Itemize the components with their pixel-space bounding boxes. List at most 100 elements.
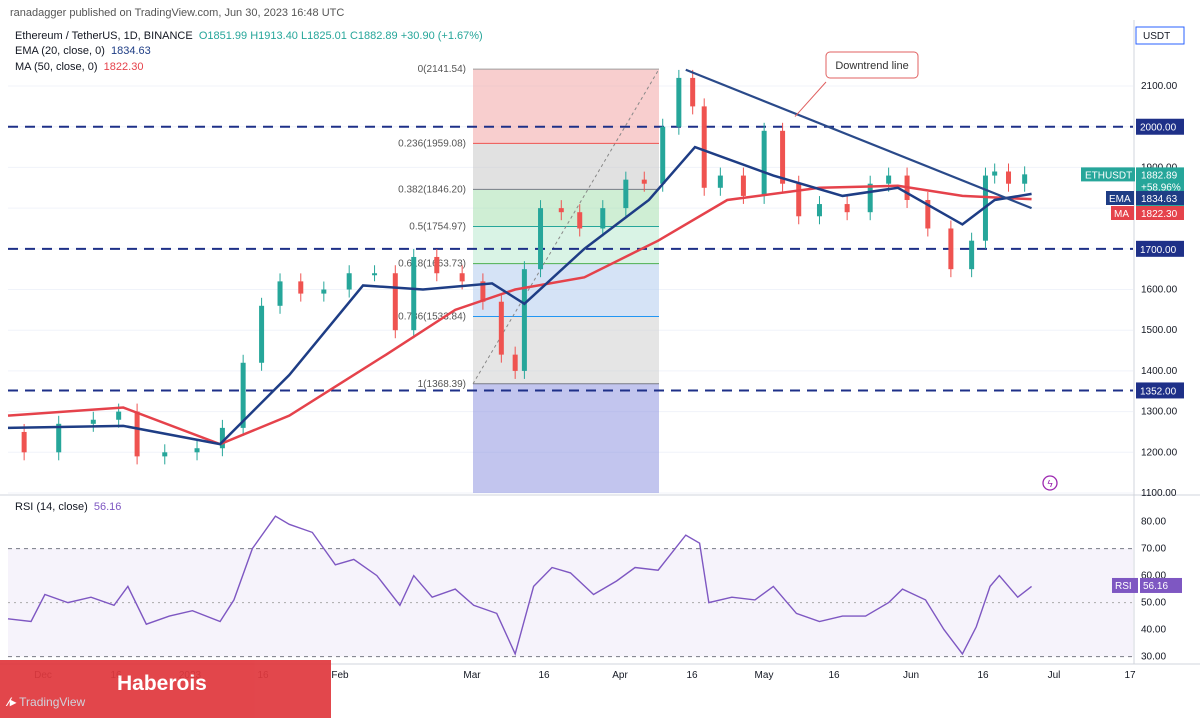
level-price-tag — [1136, 118, 1184, 135]
currency-label: USDT — [1143, 31, 1170, 42]
candle-body — [577, 212, 583, 229]
candle-body — [701, 106, 707, 188]
rsi-tag-box — [1112, 577, 1138, 593]
time-tick-label: 17 — [1124, 670, 1136, 681]
price-tick-label: 1500.00 — [1141, 325, 1178, 336]
lightning-icon-glyph: ϟ — [1047, 479, 1053, 490]
fib-level-label: 0.382(1846.20) — [398, 184, 466, 195]
fib-zone — [473, 316, 659, 384]
candle-body — [321, 289, 327, 294]
candle-body — [558, 208, 564, 213]
candle-body — [761, 130, 767, 196]
rsi-tick-label: 60.00 — [1141, 571, 1166, 582]
ticker-tag-text: ETHUSDT — [1085, 170, 1132, 181]
price-tick-label: 2100.00 — [1141, 81, 1178, 92]
symbol-name: Ethereum / TetherUS, 1D, BINANCE — [15, 30, 193, 42]
candle-body — [623, 179, 629, 209]
fib-zone — [473, 143, 659, 190]
rsi-legend-value: 56.16 — [93, 501, 122, 513]
fib-level-label: 0.618(1663.73) — [398, 259, 466, 270]
ema-price-label: 1834.63 — [1141, 194, 1178, 205]
fib-diagonal — [472, 68, 660, 385]
price-series: Downtrend line ϟ — [7, 51, 1058, 491]
ma-legend-label: MA (50, close, 0) — [15, 61, 98, 73]
rsi-tick-label: 50.00 — [1141, 598, 1166, 609]
time-tick-label: 16 — [686, 670, 698, 681]
candle-body — [886, 175, 892, 184]
candle-body — [392, 273, 398, 331]
candle-body — [740, 175, 746, 196]
candle-body — [1022, 174, 1028, 184]
candle-body — [538, 208, 544, 270]
fib-extension-zone — [473, 383, 659, 493]
candle-body — [411, 256, 417, 331]
watermark-banner: Haberois — [0, 660, 331, 718]
ticker-tag — [1081, 167, 1135, 182]
candle-body — [992, 171, 998, 176]
price-tick-label: 1300.00 — [1141, 407, 1178, 418]
ma-tag-text: MA — [1114, 209, 1129, 220]
candle-body — [459, 273, 465, 282]
price-tick-label: 1400.00 — [1141, 366, 1178, 377]
rsi-tick-label: 30.00 — [1141, 652, 1166, 663]
fibonacci-retracement: 0(2141.54) 0.236(1959.08) 0.382(1846.20) 0.… — [398, 64, 660, 493]
candle-body — [277, 281, 283, 306]
horizontal-levels — [8, 125, 1133, 392]
fib-level-label: 0.786(1533.84) — [398, 311, 466, 322]
rsi-value-label: 56.16 — [1143, 581, 1168, 592]
candle-body — [867, 183, 873, 213]
fib-level-label: 0.5(1754.97) — [409, 221, 466, 232]
ohlc-low: L1825.01 — [301, 30, 347, 42]
level-price-tag — [1136, 382, 1184, 399]
candle-body — [21, 431, 27, 453]
fib-level-label: 0(2141.54) — [418, 64, 466, 75]
fib-zone — [473, 69, 659, 144]
candle-body — [240, 362, 246, 428]
ma-price-box — [1136, 206, 1184, 220]
rsi-tick-label: 80.00 — [1141, 517, 1166, 528]
time-tick-label: Jun — [903, 670, 919, 681]
candle-body — [259, 305, 265, 363]
ema-20-line — [7, 145, 1032, 446]
price-tick-label: 1100.00 — [1141, 488, 1177, 499]
ma-legend-value: 1822.30 — [103, 61, 144, 73]
rsi-line — [7, 515, 1032, 656]
candle-body — [298, 281, 304, 294]
watermark-name: Haberois — [117, 672, 207, 695]
symbol-legend: Ethereum / TetherUS, 1D, BINANCE O1851.9… — [15, 30, 483, 42]
last-price-label: 1882.89 — [1141, 170, 1178, 181]
candle-body — [690, 77, 696, 107]
candle-body — [660, 126, 666, 184]
level-price-tag — [1136, 240, 1184, 257]
candle-body — [521, 269, 527, 371]
time-tick-label: Jul — [1048, 670, 1061, 681]
rsi-tick-label: 70.00 — [1141, 544, 1166, 555]
rsi-tick-label: 40.00 — [1141, 625, 1166, 636]
ema-legend-value: 1834.63 — [111, 45, 151, 57]
candle-body — [498, 301, 504, 355]
ohlc-change: +30.90 (+1.67%) — [400, 30, 483, 42]
ma-tag — [1111, 206, 1134, 220]
ma-50-line — [7, 184, 1032, 446]
candle-body — [796, 183, 802, 217]
ema-legend: EMA (20, close, 0) 1834.63 — [15, 45, 151, 57]
downtrend-line — [685, 68, 1032, 210]
level-price-label: 2000.00 — [1140, 123, 1177, 134]
time-tick-label: Feb — [331, 670, 349, 681]
candle-body — [925, 199, 931, 229]
candle-body — [969, 240, 975, 270]
level-price-label: 1352.00 — [1140, 386, 1177, 397]
candle-body — [1006, 171, 1012, 184]
ema-tag — [1106, 191, 1134, 205]
candle-body — [480, 281, 486, 302]
ma-legend: MA (50, close, 0) 1822.30 — [15, 61, 143, 73]
ema-tag-text: EMA — [1109, 194, 1131, 205]
time-tick-label: 16 — [538, 670, 550, 681]
candle-body — [717, 175, 723, 188]
fib-level-label: 0.236(1959.08) — [398, 138, 466, 149]
rsi-legend: RSI (14, close) 56.16 — [15, 501, 121, 513]
rsi-value-box — [1140, 577, 1182, 593]
time-tick-label: May — [755, 670, 774, 681]
annotation-pointer — [794, 81, 827, 117]
ohlc-close: C1882.89 — [349, 30, 398, 42]
